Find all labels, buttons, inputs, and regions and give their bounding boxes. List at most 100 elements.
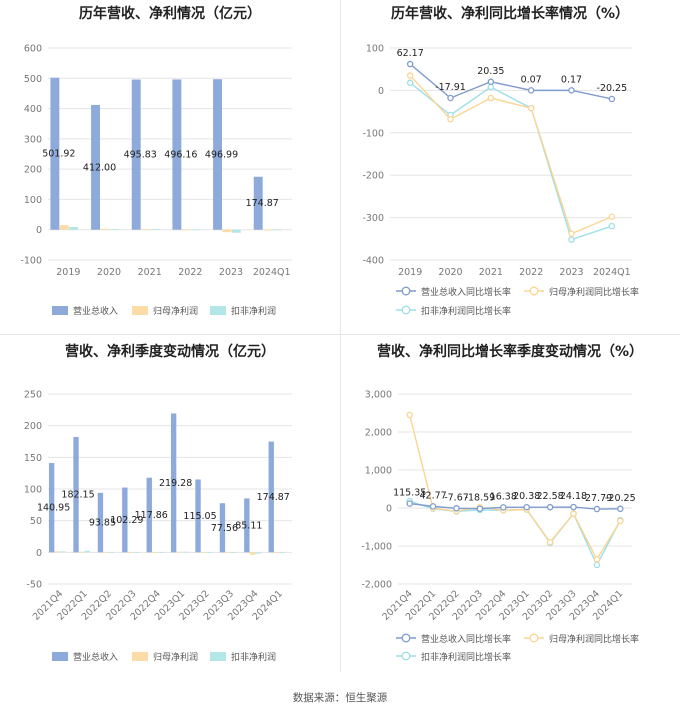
bar-归母净利润 [127, 552, 134, 553]
annual-revenue-profit-chart: 历年营收、净利情况（亿元） -100 0 100 200 300 400 500 600 2019… [0, 0, 340, 334]
point-营业总收入同比增长率 [487, 78, 495, 86]
y-tick-label: 50 [30, 516, 42, 527]
y-tick-label: 500 [24, 74, 42, 85]
y-tick-label: -100 [20, 256, 42, 267]
point-营业总收入同比增长率 [406, 60, 414, 68]
bar-营业总收入 [213, 79, 223, 230]
bar-扣非净利润 [150, 229, 160, 230]
point-归母净利润同比增长率 [527, 104, 535, 112]
y-tick-label: -2,000 [361, 580, 392, 591]
bar-归母净利润 [181, 229, 191, 231]
y-tick-label: 0 [36, 548, 42, 559]
horizontal-divider [0, 334, 680, 335]
data-label: 0.17 [561, 74, 582, 85]
vertical-divider [340, 0, 341, 672]
legend-swatch [52, 306, 68, 315]
chart-title: 营收、净利同比增长率季度变动情况（%） [377, 343, 643, 360]
point-归母净利润同比增长率 [593, 556, 601, 563]
point-归母净利润同比增长率 [487, 94, 495, 102]
bar-归母净利润 [263, 229, 273, 231]
point-营业总收入同比增长率 [453, 505, 460, 512]
bar-扣非净利润 [255, 552, 261, 554]
data-label: 496.99 [205, 149, 238, 160]
point-营业总收入同比增长率 [608, 95, 616, 103]
bar-扣非净利润 [157, 552, 164, 553]
line-归母净利润同比增长率 [409, 75, 613, 235]
data-label: 20.35 [477, 66, 504, 77]
data-label: 501.92 [42, 149, 75, 160]
bar-营业总收入 [48, 463, 55, 553]
bar-归母净利润 [100, 228, 110, 230]
bar-营业总收入 [50, 77, 60, 230]
data-label: 85.11 [235, 520, 262, 531]
y-tick-label: 200 [24, 421, 42, 432]
legend-marker [529, 633, 539, 643]
legend-label: 扣非净利润同比增长率 [421, 651, 511, 663]
bar-营业总收入 [122, 487, 128, 553]
point-归母净利润同比增长率 [568, 230, 575, 237]
data-label: 20.38 [513, 491, 540, 502]
y-tick-label: 200 [24, 165, 42, 176]
line-营业总收入同比增长率 [409, 502, 621, 510]
x-tick-label: 2021 [138, 267, 162, 278]
bar-归母净利润 [78, 551, 85, 553]
data-label: -17.91 [435, 82, 466, 93]
data-label: 22.58 [536, 491, 563, 502]
bar-扣非净利润 [182, 551, 188, 553]
y-tick-label: 1,000 [365, 466, 392, 477]
x-tick-label: 2023 [559, 267, 583, 278]
legend-label: 扣非净利润同比增长率 [421, 305, 511, 317]
point-归母净利润同比增长率 [608, 213, 616, 221]
x-tick-label: 2024Q1 [253, 267, 291, 278]
bar-营业总收入 [97, 492, 104, 553]
legend-label: 归母净利润同比增长率 [549, 633, 639, 645]
bar-归母净利润 [249, 552, 256, 555]
y-tick-label: -300 [362, 213, 384, 224]
bar-归母净利润 [200, 552, 207, 553]
bar-归母净利润 [225, 552, 231, 553]
data-label: 0.07 [521, 74, 542, 85]
y-tick-label: 400 [24, 104, 42, 115]
data-label: 16.38 [490, 491, 517, 502]
quarterly-growth-rate-chart: 营收、净利同比增长率季度变动情况（%） -2,000 -1,000 0 1,000 2,0… [340, 336, 680, 672]
legend-marker [401, 633, 411, 643]
bar-扣非净利润 [231, 229, 241, 233]
legend-marker [401, 651, 411, 661]
point-归母净利润同比增长率 [447, 115, 454, 123]
y-tick-label: 150 [24, 453, 42, 464]
data-label: 219.28 [159, 478, 192, 489]
x-tick-label: 2021 [479, 267, 503, 278]
bar-归母净利润 [274, 552, 280, 553]
y-tick-label: 0 [36, 225, 42, 236]
bar-扣非净利润 [191, 229, 201, 231]
legend-label: 归母净利润 [153, 651, 198, 663]
bar-营业总收入 [219, 503, 226, 553]
legend-swatch [132, 306, 148, 315]
bar-扣非净利润 [109, 552, 115, 553]
point-扣非净利润同比增长率 [487, 83, 495, 91]
point-营业总收入同比增长率 [500, 504, 507, 511]
bar-归母净利润 [103, 552, 109, 553]
bar-营业总收入 [91, 104, 101, 230]
data-label: 495.83 [124, 150, 157, 161]
data-label: 174.87 [257, 492, 290, 503]
bar-归母净利润 [54, 551, 60, 553]
bar-营业总收入 [131, 79, 141, 230]
bar-营业总收入 [195, 479, 201, 553]
chart-title: 历年营收、净利情况（亿元） [79, 5, 261, 22]
bar-营业总收入 [73, 436, 79, 553]
y-tick-label: -400 [362, 256, 384, 267]
legend-label: 营业总收入同比增长率 [421, 633, 511, 645]
line-营业总收入同比增长率 [409, 63, 612, 100]
y-tick-label: -100 [362, 128, 384, 139]
point-营业总收入同比增长率 [406, 500, 413, 507]
legend-label: 营业总收入 [73, 305, 118, 317]
y-tick-label: 100 [24, 195, 42, 206]
bar-扣非净利润 [69, 226, 79, 230]
y-tick-label: 0 [378, 86, 384, 97]
bar-营业总收入 [146, 477, 152, 553]
data-label: -27.79 [582, 493, 613, 504]
bar-扣非净利润 [279, 552, 286, 553]
y-tick-label: 300 [24, 134, 42, 145]
point-扣非净利润同比增长率 [568, 236, 575, 243]
